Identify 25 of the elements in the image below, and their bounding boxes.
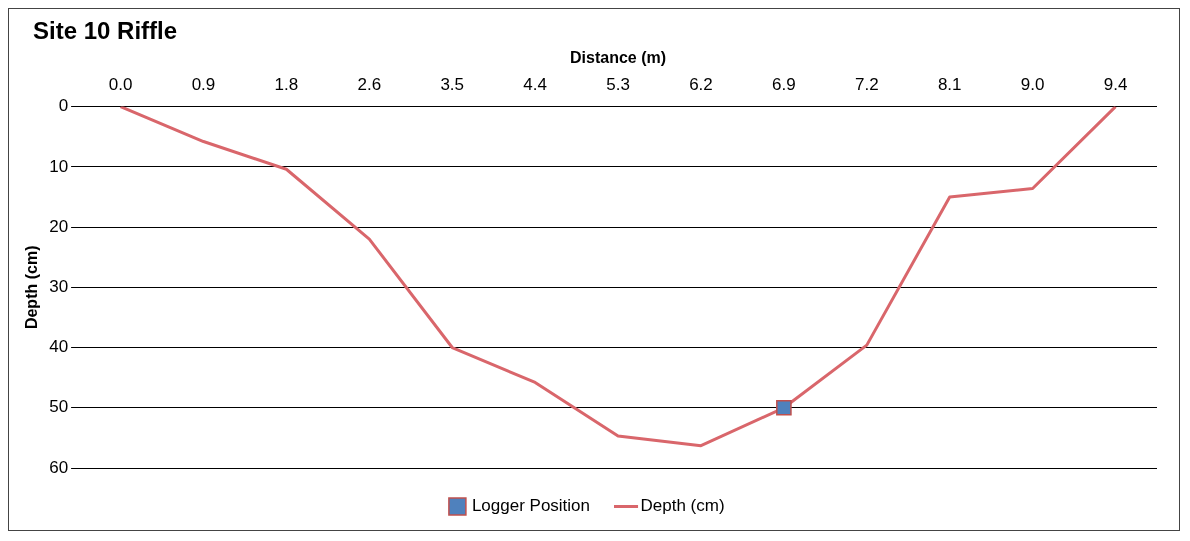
y-axis-title: Depth (cm) [23, 245, 41, 330]
x-tick-label: 3.5 [440, 75, 465, 95]
y-tick-label: 40 [49, 337, 69, 357]
y-tick-label: 20 [49, 216, 69, 236]
y-tick-label: 50 [49, 397, 69, 417]
x-tick-label: 4.4 [523, 75, 547, 95]
x-tick-label: 2.6 [357, 75, 382, 95]
legend-label: Logger Position [471, 496, 591, 516]
x-tick-label: 6.2 [689, 75, 713, 95]
x-tick-label: 5.3 [606, 75, 630, 95]
x-tick-label: 0.0 [108, 75, 133, 95]
y-tick-label: 60 [49, 457, 69, 477]
legend-label: Depth (cm) [640, 496, 725, 516]
x-axis-title: Distance (m) [570, 49, 667, 67]
x-tick-label: 8.1 [937, 75, 962, 95]
x-tick-label: 6.9 [772, 75, 796, 95]
y-tick-label: 30 [49, 276, 69, 296]
y-tick-label: 10 [49, 156, 69, 176]
x-tick-label: 0.9 [191, 75, 216, 95]
chart-title: Site 10 Riffle [32, 16, 179, 45]
y-tick-label: 0 [58, 96, 69, 116]
x-tick-label: 9.0 [1020, 75, 1045, 95]
x-tick-label: 7.2 [854, 75, 879, 95]
x-tick-label: 9.4 [1103, 75, 1128, 95]
x-tick-label: 1.8 [274, 75, 299, 95]
